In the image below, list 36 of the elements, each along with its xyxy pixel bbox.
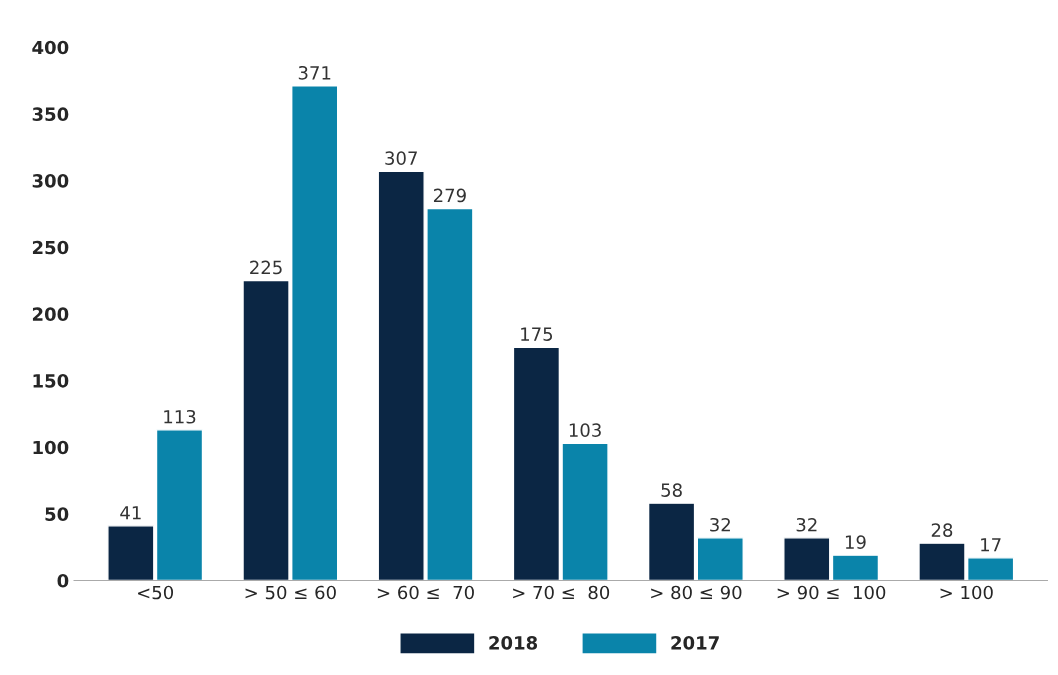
x-tick-label: > 60 ≤ 70 xyxy=(377,585,474,600)
x-tick-label: > 80 ≤ 90 xyxy=(651,585,742,600)
data-label: 225 xyxy=(250,260,282,275)
y-tick-label: 0 xyxy=(57,573,69,588)
data-label: 371 xyxy=(298,65,331,80)
y-tick-label: 350 xyxy=(32,107,69,122)
data-label: 175 xyxy=(521,327,553,341)
x-tick-label: > 50 ≤ 60 xyxy=(245,585,336,600)
y-tick-label: 250 xyxy=(32,240,69,255)
data-label: 28 xyxy=(931,523,953,537)
data-label: 17 xyxy=(981,538,1001,552)
y-tick-label: 200 xyxy=(32,307,69,321)
x-tick-label: > 70 ≤ 80 xyxy=(513,585,610,600)
data-label: 58 xyxy=(661,483,682,497)
bar xyxy=(831,554,880,581)
bar xyxy=(696,537,744,581)
data-label: 19 xyxy=(845,535,866,549)
data-label: 32 xyxy=(710,517,730,532)
data-label: 279 xyxy=(433,188,466,203)
x-tick-label: <50 xyxy=(138,585,174,600)
y-tick-label: 400 xyxy=(32,40,69,55)
data-label: 41 xyxy=(120,506,141,520)
data-label: 307 xyxy=(385,151,417,165)
data-label: 32 xyxy=(796,517,817,532)
legend-label: 2018 xyxy=(489,636,538,650)
y-tick-label: 150 xyxy=(33,373,69,388)
data-label: 113 xyxy=(164,409,196,424)
y-tick-label: 50 xyxy=(45,507,69,521)
legend-label: 2017 xyxy=(671,636,719,650)
y-tick-label: 300 xyxy=(32,174,69,188)
y-tick-label: 100 xyxy=(33,440,69,455)
data-label: 103 xyxy=(569,423,601,437)
bar xyxy=(783,537,831,581)
x-tick-label: > 90 ≤ 100 xyxy=(777,585,886,600)
bar xyxy=(647,502,696,581)
x-tick-label: > 100 xyxy=(940,585,993,600)
